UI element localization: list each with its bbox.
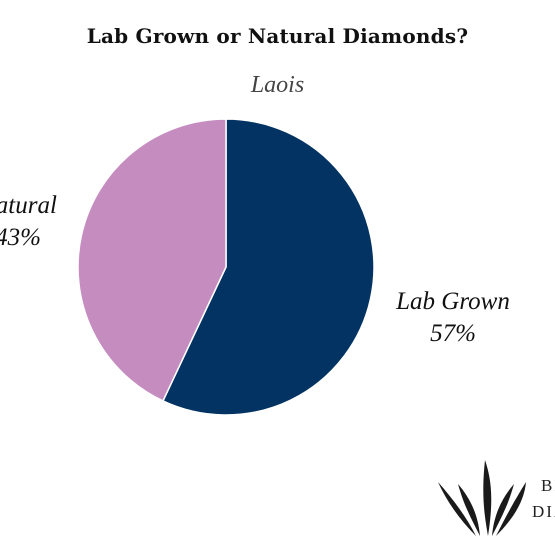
- slice-value-lab-grown: 57%: [430, 320, 476, 347]
- diamond-flame-logo-icon: [438, 460, 526, 536]
- brand-line-1: BE: [541, 476, 555, 495]
- pie-slice-natural: [77, 118, 227, 402]
- chart-subtitle: Laois: [250, 72, 305, 98]
- slice-label-lab-grown: Lab Grown: [395, 288, 510, 315]
- brand-line-2: DIA: [532, 502, 555, 521]
- slice-label-natural: Natural: [0, 192, 57, 219]
- pie-slice-lab-grown: [161, 118, 375, 416]
- slice-value-natural: 43%: [0, 224, 41, 251]
- chart-title: Lab Grown or Natural Diamonds?: [86, 24, 469, 48]
